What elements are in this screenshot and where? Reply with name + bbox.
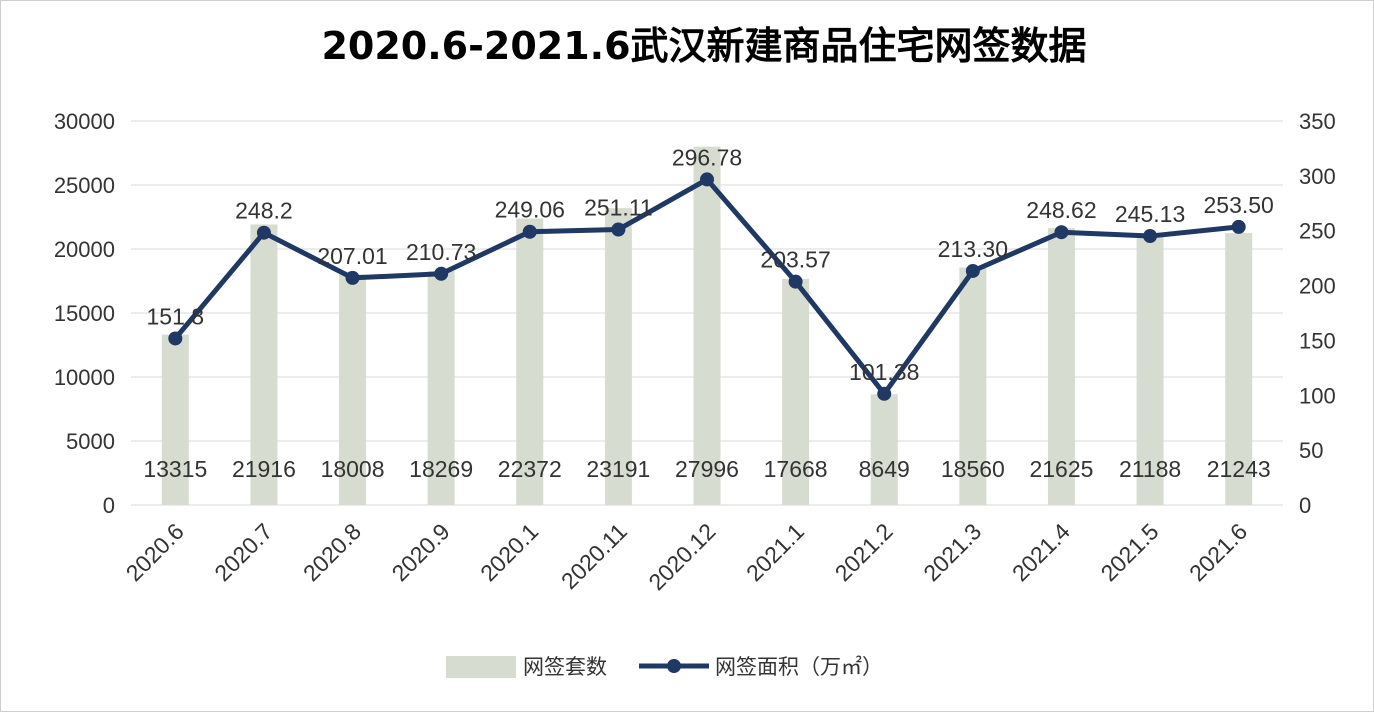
bar-data-labels: 13315 21916 18008 18269 22372 23191 27996 17668…: [143, 456, 1270, 482]
line-data-label: 203.57: [760, 247, 830, 273]
legend-line-label: 网签面积（万㎡）: [715, 655, 883, 679]
line-data-label: 101.38: [849, 359, 919, 385]
line-point: [877, 386, 892, 401]
bar: [959, 267, 987, 505]
line-data-label: 248.2: [235, 198, 293, 224]
x-axis-category-label: 2021.3: [918, 518, 986, 586]
bar-data-label: 21625: [1029, 456, 1093, 482]
bar: [1225, 233, 1253, 505]
line-data-label: 151.8: [147, 303, 205, 329]
line-point: [611, 222, 626, 237]
x-axis-category-label: 2021.5: [1095, 518, 1163, 586]
legend-bar-label: 网签套数: [523, 655, 607, 679]
x-axis-category-label: 2021.6: [1184, 518, 1252, 586]
legend-line-marker: [667, 659, 681, 673]
bar-data-label: 21916: [232, 456, 296, 482]
bar: [250, 224, 278, 505]
line-data-label: 251.11: [584, 194, 653, 220]
bar-data-label: 22372: [498, 456, 562, 482]
bar-data-label: 18269: [409, 456, 473, 482]
line-point: [345, 270, 360, 285]
bar-data-label: 18560: [941, 456, 1005, 482]
line-data-label: 249.06: [495, 197, 565, 223]
line-data-label: 207.01: [317, 243, 387, 269]
line-point: [965, 263, 980, 278]
line-data-labels: 151.8 248.2 207.01 210.73 249.06 251.11 296.78…: [147, 144, 1274, 384]
left-axis-tick-label: 20000: [54, 237, 115, 262]
line-point: [1231, 219, 1246, 234]
right-axis-tick-label: 250: [1299, 219, 1336, 244]
line-data-label: 248.62: [1026, 197, 1096, 223]
chart-title: 2020.6-2021.6武汉新建商品住宅网签数据: [321, 24, 1086, 68]
x-axis-category-label: 2020.1: [475, 518, 543, 586]
bar-data-label: 17668: [764, 456, 828, 482]
bar: [604, 208, 632, 505]
bar-series-sets: [161, 146, 1253, 506]
bar: [161, 334, 189, 505]
legend: 网签套数 网签面积（万㎡）: [446, 655, 883, 679]
left-axis-tick-label: 30000: [54, 109, 115, 134]
line-point: [1054, 225, 1069, 240]
line-point: [700, 172, 714, 187]
x-axis-category-label: 2020.7: [209, 518, 277, 586]
left-axis-ticks: 0 5000 10000 15000 20000 25000 30000: [54, 109, 115, 518]
x-axis-category-label: 2021.1: [741, 518, 809, 586]
left-axis-tick-label: 10000: [54, 365, 115, 390]
x-axis-category-label: 2020.11: [556, 518, 632, 594]
line-data-label: 210.73: [406, 239, 476, 265]
bar: [870, 394, 898, 505]
x-axis-category-label: 2021.4: [1007, 518, 1075, 586]
bar-data-label: 8649: [859, 456, 910, 482]
line-data-label: 253.50: [1204, 192, 1274, 218]
right-axis-tick-label: 50: [1299, 438, 1323, 463]
left-axis-tick-label: 25000: [54, 173, 115, 198]
line-point: [434, 266, 449, 281]
right-axis-ticks: 0 50 100 150 200 250 300 350: [1299, 109, 1336, 518]
bar: [1047, 228, 1075, 505]
left-axis-tick-label: 15000: [54, 301, 115, 326]
x-axis-category-label: 2020.9: [387, 518, 455, 586]
left-axis-tick-label: 0: [103, 493, 115, 518]
right-axis-tick-label: 0: [1299, 493, 1311, 518]
right-axis-tick-label: 100: [1299, 383, 1336, 408]
line-data-label: 296.78: [672, 144, 742, 170]
line-series-area: [168, 172, 1246, 401]
x-axis-category-label: 2020.8: [298, 518, 366, 586]
legend-bar-swatch: [446, 656, 516, 678]
x-axis-category-label: 2020.6: [121, 518, 189, 586]
right-axis-tick-label: 300: [1299, 164, 1336, 189]
bar-data-label: 18008: [321, 456, 385, 482]
x-axis-category-label: 2021.2: [830, 518, 898, 586]
bar: [693, 146, 721, 506]
right-axis-tick-label: 200: [1299, 274, 1336, 299]
x-axis-category-label: 2020.12: [643, 518, 720, 595]
bar-data-label: 23191: [586, 456, 650, 482]
line-point: [256, 225, 271, 240]
right-axis-tick-label: 150: [1299, 328, 1336, 353]
x-axis-categories: 2020.6 2020.7 2020.8 2020.9 2020.1 2020.11 202…: [121, 518, 1253, 595]
right-axis-tick-label: 350: [1299, 109, 1336, 134]
line-point: [1143, 229, 1158, 244]
line-point: [788, 274, 803, 289]
left-axis-tick-label: 5000: [66, 429, 115, 454]
line-point: [522, 224, 537, 239]
bar: [427, 271, 455, 505]
bar: [339, 274, 367, 505]
bar: [782, 278, 810, 505]
bar-data-label: 27996: [675, 456, 739, 482]
bar: [516, 218, 544, 505]
line-point: [168, 331, 183, 346]
bar-data-label: 21243: [1207, 456, 1271, 482]
bar-data-label: 21188: [1119, 456, 1181, 482]
bar: [1136, 233, 1164, 506]
line-data-label: 213.30: [938, 236, 1008, 262]
line-data-label: 245.13: [1115, 201, 1185, 227]
bar-data-label: 13315: [143, 456, 207, 482]
